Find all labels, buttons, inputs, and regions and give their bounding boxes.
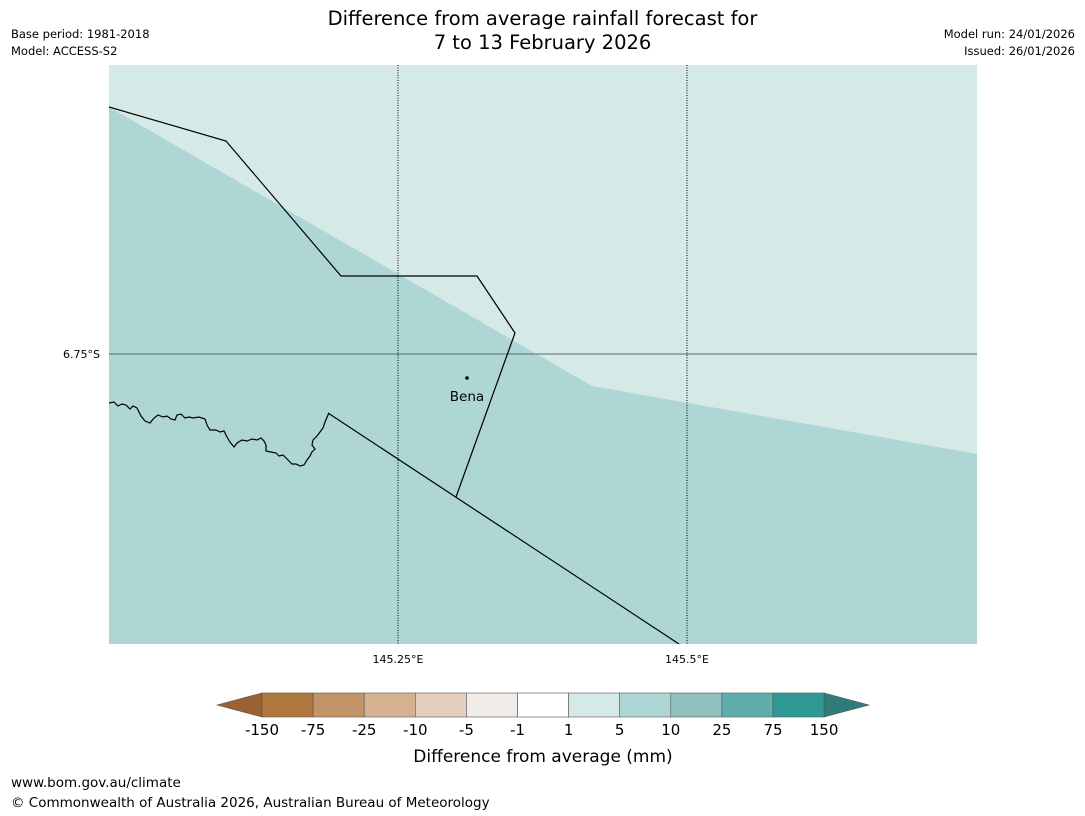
colorbar-segment [721,692,774,718]
footer-url[interactable]: www.bom.gov.au/climate [11,775,181,791]
map-title: Difference from average rainfall forecas… [0,7,1085,55]
colorbar-arrow-low [215,692,263,718]
colorbar-tick-label: 75 [763,721,782,739]
colorbar-segment [414,692,467,718]
colorbar-tick-label: -1 [510,721,525,739]
colorbar-segment [363,692,416,718]
colorbar-segment [772,692,825,718]
issued-text: Issued: 26/01/2026 [964,44,1075,58]
colorbar-tick-label: 5 [615,721,625,739]
colorbar-tick-label: -25 [352,721,377,739]
bena-town-marker [465,376,469,380]
colorbar-label: Difference from average (mm) [413,747,672,767]
colorbar-tick-label: -10 [403,721,428,739]
coastline [109,401,330,467]
province-boundary-line [327,412,680,644]
map-area: Bena [109,65,977,644]
colorbar-tick-label: 25 [712,721,731,739]
longitude-label-145-25: 145.25°E [373,653,424,666]
model-text: Model: ACCESS-S2 [11,44,118,58]
colorbar-segment [568,692,620,718]
longitude-label-145-5: 145.5°E [665,653,709,666]
meta-right: Model run: 24/01/2026 Issued: 26/01/2026 [944,26,1075,60]
colorbar-segment [466,692,518,718]
district-boundary-line [109,106,516,498]
colorbar-tick-label: -75 [301,721,326,739]
colorbar-tick-label: 10 [661,721,680,739]
colorbar-segment [619,692,672,718]
colorbar-tick-label: 1 [564,721,574,739]
title-line-1: Difference from average rainfall forecas… [327,7,758,30]
colorbar-arrow-high [823,692,871,718]
footer-copyright: © Commonwealth of Australia 2026, Austra… [11,795,490,811]
colorbar-tick-label: -5 [459,721,474,739]
meta-left: Base period: 1981-2018 Model: ACCESS-S2 [11,26,150,60]
colorbar-segment [312,692,365,718]
title-line-2: 7 to 13 February 2026 [433,31,652,54]
colorbar-tick-label: 150 [810,721,839,739]
model-run-text: Model run: 24/01/2026 [943,27,1075,41]
colorbar: -150 -75 -25 -10 -5 -1 1 5 10 25 75 150 [215,692,871,739]
base-period-text: Base period: 1981-2018 [11,27,150,41]
colorbar-segment [517,692,569,718]
latitude-label: 6.75°S [63,348,100,361]
bena-town-label: Bena [450,389,484,405]
colorbar-segment [670,692,723,718]
colorbar-tick-label: -150 [245,721,279,739]
colorbar-segment [261,692,314,718]
rainfall-band-mid [109,107,977,644]
